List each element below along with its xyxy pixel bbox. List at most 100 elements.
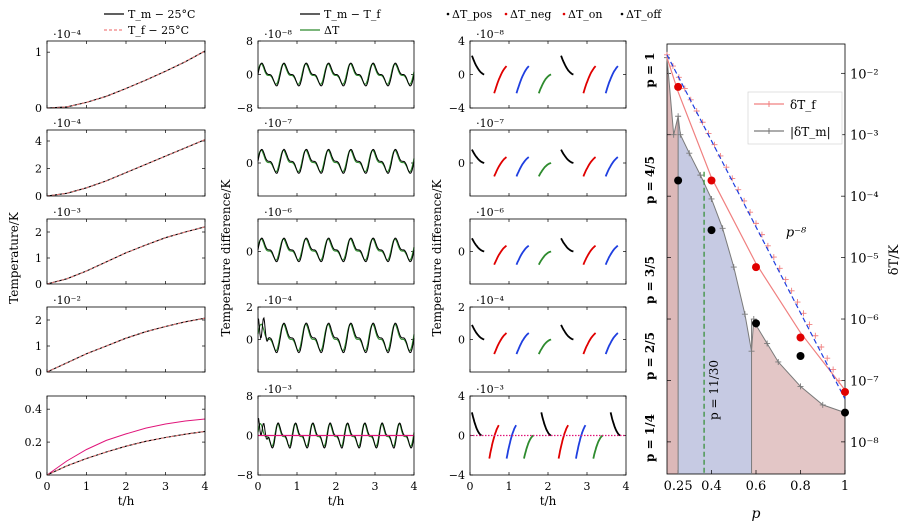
marker-black: [752, 319, 760, 328]
x-tick-label: 1: [506, 480, 513, 493]
segment-line: [560, 149, 574, 164]
panel-decomposition-5: [469, 395, 627, 476]
panel-frame: [257, 218, 415, 285]
x-tick-label: 0.6: [746, 479, 767, 494]
y-tick-label: 2: [35, 314, 42, 327]
marker-deltaTm: [697, 172, 704, 179]
x-tick-label: 1: [83, 480, 90, 493]
x-axis-label: t/h: [328, 494, 345, 508]
region-label: p = 2/5: [643, 332, 657, 380]
x-tick-label: 0.4: [701, 479, 722, 494]
y-tick-label: 2: [246, 301, 253, 314]
region-label: p = 1/4: [643, 414, 657, 462]
marker-deltaTf: [824, 355, 831, 362]
panel-frame: [469, 129, 627, 197]
segment-line: [515, 332, 530, 355]
series-line-deltaT: [257, 422, 415, 447]
panel-difference-4: [257, 306, 415, 372]
y-tick-label: 0: [35, 102, 42, 115]
series-line-deltaT: [257, 149, 415, 173]
y-tick-label: −4: [449, 102, 465, 115]
segment-line: [515, 65, 530, 94]
y-tick-label: 0.2: [25, 436, 43, 449]
marker-deltaTm: [670, 131, 677, 138]
scale-label: ·10⁻⁷: [264, 117, 292, 130]
legend-label: δT_f: [790, 98, 817, 112]
marker-deltaTf: [782, 276, 789, 283]
y-tick-label: 0: [246, 334, 253, 347]
x-axis-label: p: [752, 506, 761, 522]
y-tick-label: 2: [458, 301, 465, 314]
power-law-label: p⁻⁸: [786, 226, 807, 241]
panel-frame: [469, 40, 627, 109]
x-tick-label: 1: [294, 480, 301, 493]
legend-marker: [562, 12, 566, 16]
y-tick-label: 0: [246, 246, 253, 259]
segment-line: [471, 237, 485, 253]
marker-deltaTf: [800, 310, 807, 317]
marker-deltaTf: [764, 242, 771, 249]
marker-deltaTm: [708, 195, 715, 202]
legend-label: ΔT: [324, 24, 340, 37]
marker-deltaTm: [775, 358, 782, 365]
panel-decomposition-4: [469, 306, 627, 372]
segment-line: [471, 412, 482, 437]
segment-line: [537, 250, 552, 266]
segment-line: [560, 324, 574, 341]
series-line-tm: [46, 139, 206, 197]
segment-line: [471, 55, 485, 76]
panel-temperature-2: [46, 130, 206, 197]
scale-label: ·10⁻²: [53, 294, 81, 307]
y-tick-label: 0: [458, 246, 465, 259]
marker-deltaTm: [797, 383, 804, 390]
marker-deltaTm: [819, 401, 826, 408]
segment-line: [471, 324, 485, 341]
scale-label: ·10⁻³: [53, 206, 81, 219]
power-law-line: [666, 54, 846, 400]
y-tick-label: 0: [35, 366, 42, 379]
segment-line: [560, 55, 574, 76]
legend-label: ΔT_on: [568, 8, 603, 21]
segment-line: [540, 412, 552, 437]
plots-layer: [46, 12, 849, 476]
panel-frame: [257, 395, 415, 476]
y-tick-label: 0: [458, 69, 465, 82]
panel-frame: [257, 40, 415, 109]
segment-line: [592, 434, 604, 459]
series-line-tm-tf: [257, 148, 415, 175]
vertical-marker-label: p = 11/30: [707, 360, 721, 420]
segment-line: [604, 244, 619, 266]
series-line-tm-tf: [257, 316, 415, 354]
segment-line: [582, 156, 597, 177]
panel-frame: [469, 306, 627, 373]
y-tick-label: 10⁻³: [850, 129, 879, 144]
legend-label: ΔT_off: [626, 8, 662, 21]
series-line-tm: [46, 50, 206, 109]
segment-line: [560, 237, 574, 253]
series-line-tm: [46, 430, 206, 476]
marker-deltaTm: [719, 225, 726, 232]
segment-line: [515, 244, 530, 266]
legend-marker: [620, 12, 624, 16]
x-tick-label: 2: [123, 480, 130, 493]
x-tick-label: 0.25: [664, 479, 693, 494]
marker-black: [707, 226, 716, 235]
panel-frame: [46, 395, 206, 476]
panel-frame: [469, 395, 627, 476]
series-line-tm: [46, 226, 206, 285]
segment-line: [537, 338, 552, 355]
x-tick-label: 0.8: [790, 479, 811, 494]
y-tick-label: 10⁻⁵: [850, 252, 879, 267]
region-label: p = 1: [643, 52, 657, 87]
scale-label: ·10⁻⁴: [53, 117, 81, 130]
scale-label: ·10⁻⁴: [264, 294, 292, 307]
fill-layer: [667, 57, 845, 474]
shaded-region: [678, 116, 752, 474]
series-line-deltaT: [257, 238, 415, 261]
y-tick-label: 4: [458, 390, 465, 403]
scale-label: ·10⁻³: [476, 383, 504, 396]
marker-red: [707, 176, 716, 185]
y-tick-label: 0: [35, 190, 42, 203]
segment-line: [488, 424, 500, 459]
panel-decomposition-3: [469, 219, 627, 284]
